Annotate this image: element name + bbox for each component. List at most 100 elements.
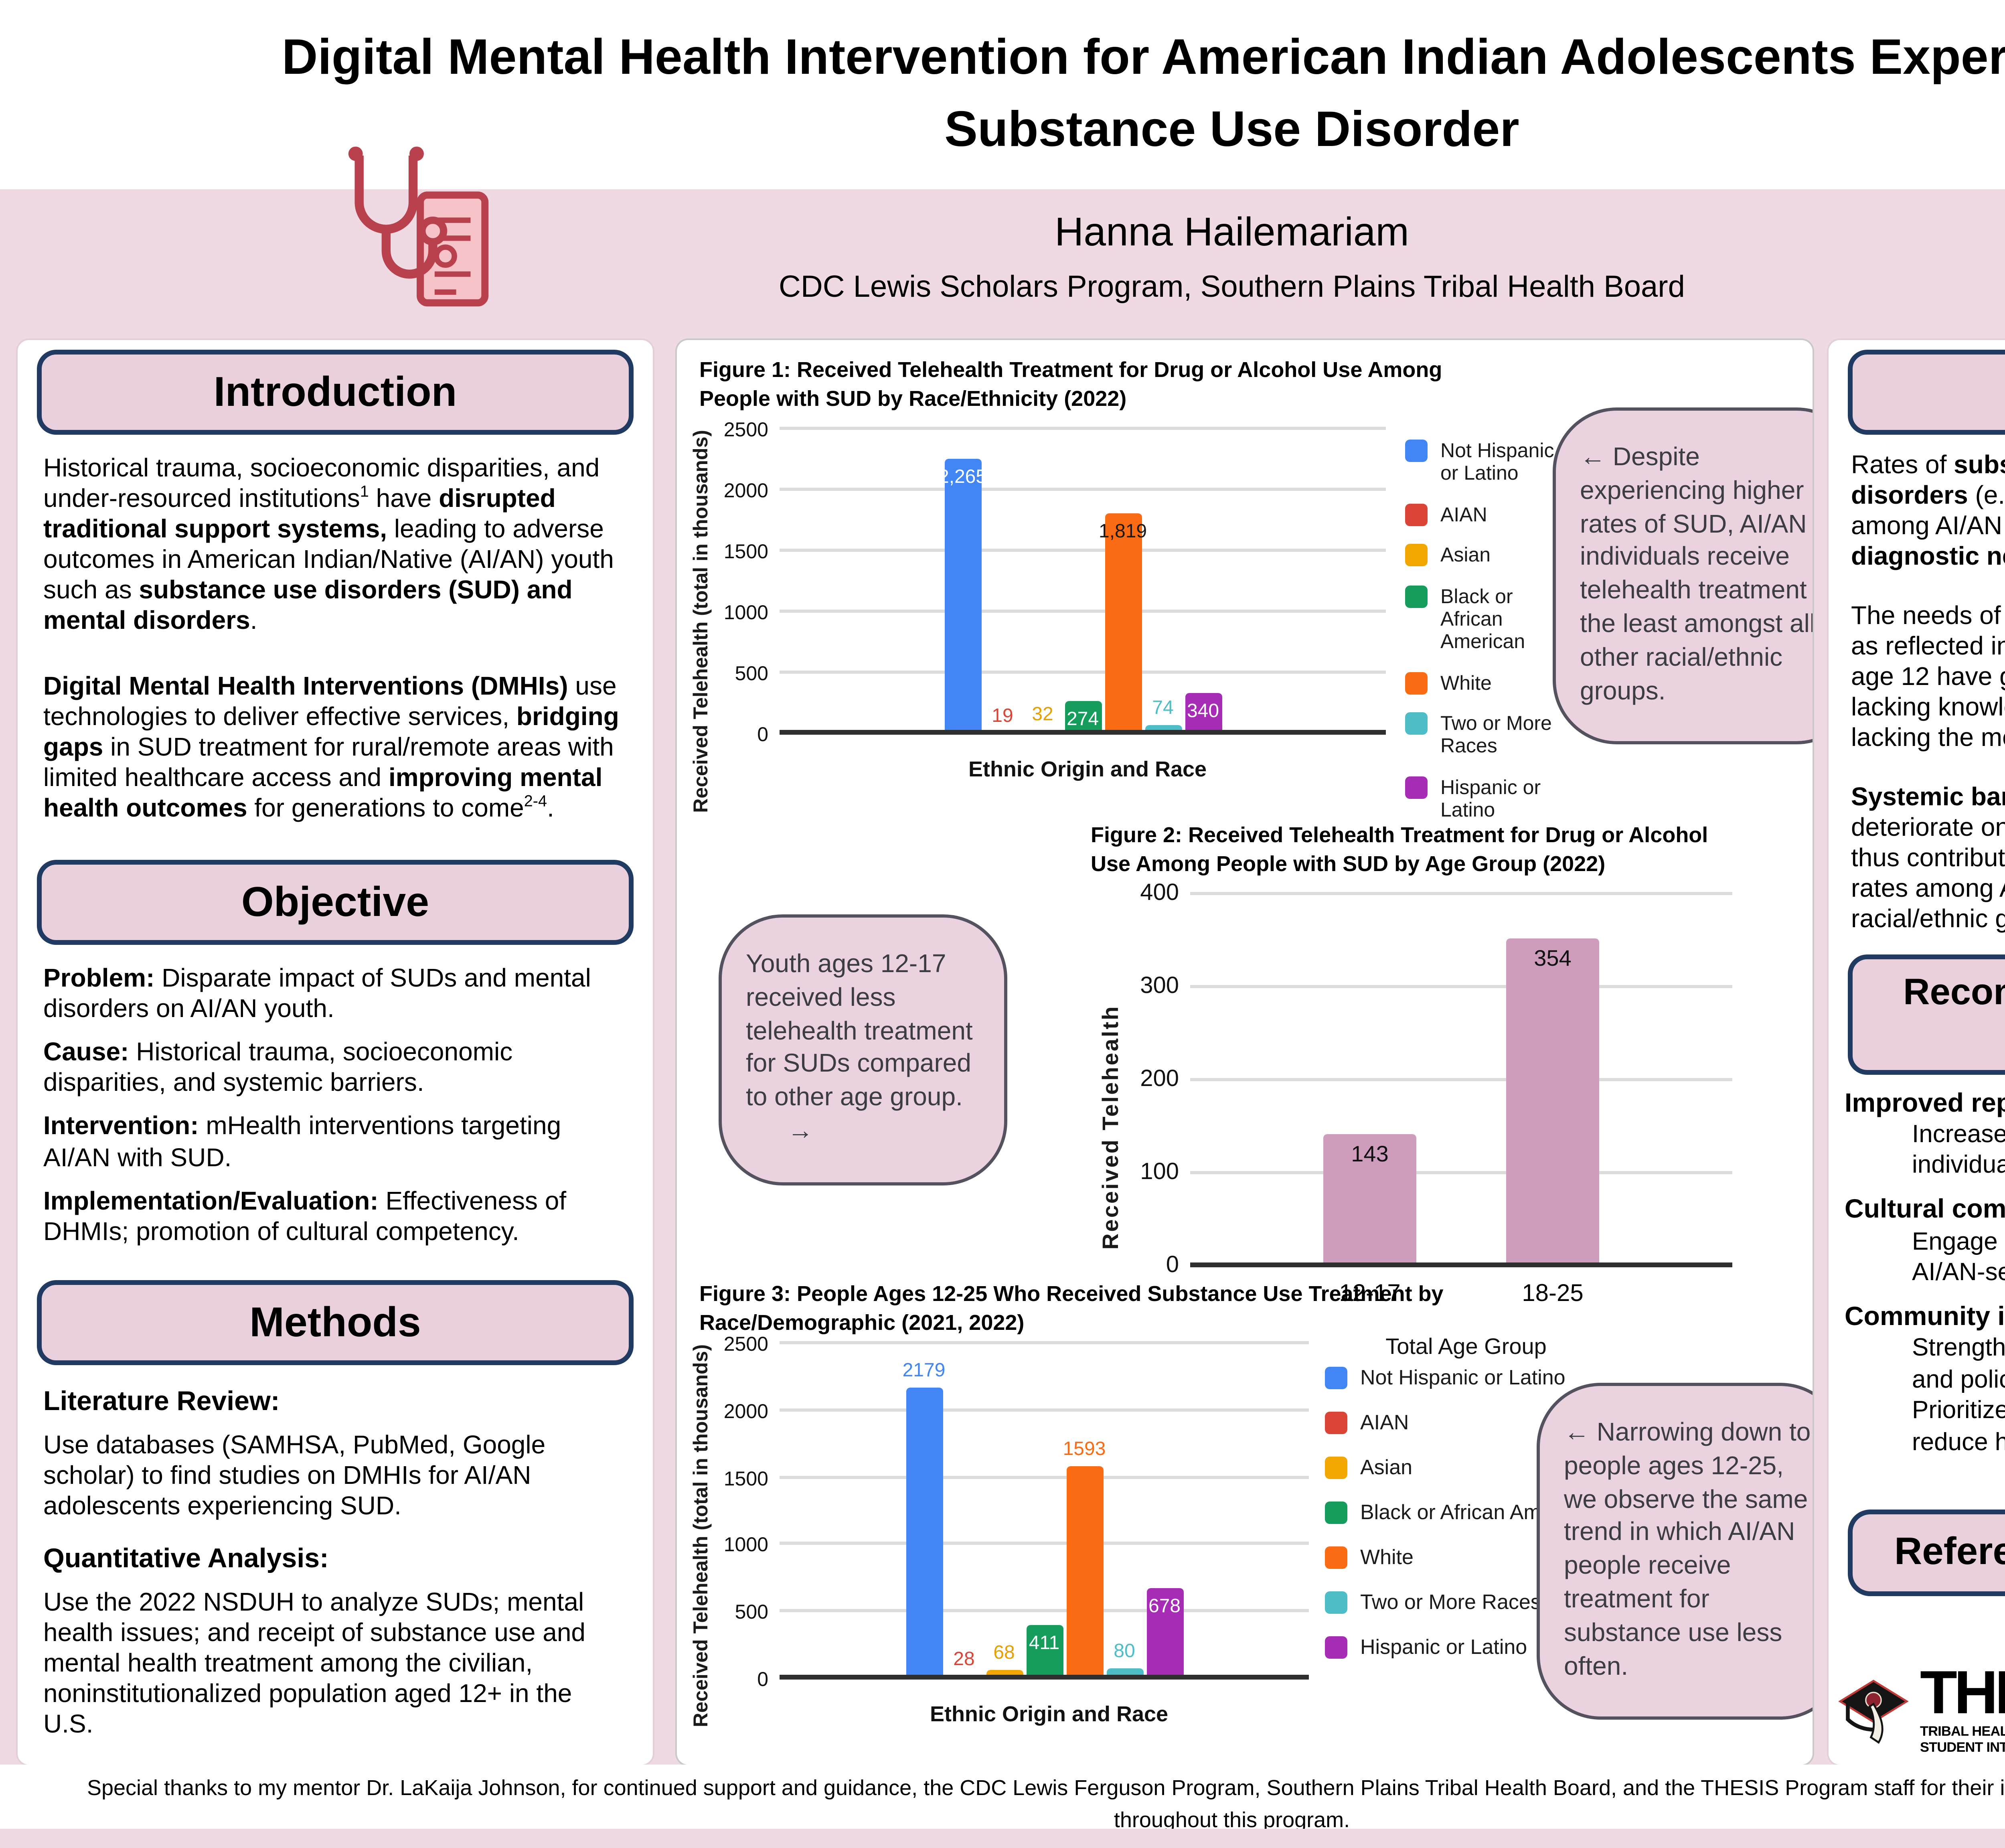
legend-item: Hispanic or Latino	[1325, 1634, 1633, 1660]
bar-value-label: 143	[1351, 1141, 1389, 1167]
y-tick-label: 500	[735, 663, 768, 685]
legend-item: Asian	[1325, 1455, 1633, 1481]
y-tick-label: 2000	[723, 1400, 768, 1423]
legend-swatch	[1325, 1456, 1347, 1479]
legend-label: Two or More Races	[1360, 1589, 1541, 1613]
fig3-legend: Not Hispanic or Latino AIAN Asian Black or …	[1325, 1365, 1633, 1680]
plot-area: 0 500 1000 1500 2000 2500 2,265 19 32 274 1,819 74 3…	[724, 419, 1386, 746]
masthead: Digital Mental Health Intervention for A…	[0, 0, 2005, 334]
rec-block-data-collection: Improved representation in data collecti…	[1845, 1087, 2005, 1181]
rec-block-community-integration: Community integration: Strengthen ties a…	[1845, 1301, 2005, 1458]
card-middle: Figure 1: Received Telehealth Treatment …	[675, 338, 1814, 1766]
gridline	[1190, 985, 1732, 988]
legend-swatch	[1405, 544, 1428, 567]
fig2-title: Figure 2: Received Telehealth Treatment …	[1091, 823, 1708, 875]
legend-item: White	[1405, 671, 1575, 695]
x-axis-label: Ethnic Origin and Race	[968, 757, 1207, 781]
gridline	[780, 730, 1386, 735]
legend-item: Asian	[1405, 544, 1575, 567]
legend-swatch	[1405, 776, 1428, 798]
methods-heading-pill: Methods	[37, 1279, 634, 1365]
bottom-strip	[0, 1829, 2005, 1848]
x-category-labels: 12-17 18-25	[1339, 1280, 1584, 1307]
quantitative-analysis-text: Use the 2022 NSDUH to analyze SUDs; ment…	[43, 1589, 585, 1739]
author-name: Hanna Hailemariam	[1055, 210, 1409, 255]
legend-swatch	[1405, 585, 1428, 607]
legend-swatch	[1325, 1635, 1347, 1658]
bar-value-label: 411	[1029, 1631, 1060, 1653]
fig1-legend: Not Hispanic or Latino AIAN Asian Black or …	[1405, 440, 1575, 840]
literature-review-heading: Literature Review:	[43, 1385, 280, 1416]
gridline	[1190, 1262, 1732, 1267]
bar-hispanic-or-latino: 340	[1185, 693, 1221, 735]
callout-fig2: Youth ages 12-17 received less telehealt…	[719, 914, 1007, 1185]
rec-head-data-collection: Improved representation in data collecti…	[1845, 1088, 2005, 1118]
logos-row: THESIS TRIBAL HEALTH EXPERIENTIAL STUDEN…	[1835, 1657, 2005, 1765]
objective-heading-pill: Objective	[37, 860, 634, 946]
x-axis-label: Total Age Group	[1385, 1333, 1547, 1359]
bar-value-label: 80	[1114, 1640, 1135, 1663]
bar-value-label: 1,819	[1098, 519, 1147, 542]
fig3-chart: Received Telehealth (total in thousands)…	[690, 1333, 1318, 1727]
legend-label: Not Hispanic or Latino	[1360, 1365, 1566, 1389]
bar-value-label: 2,265	[938, 465, 987, 488]
legend-item: Two or More Races	[1405, 712, 1575, 758]
rec-line: Increased sample sizes to include more A…	[1912, 1121, 2005, 1179]
legend-item: Not Hispanic or Latino	[1325, 1365, 1633, 1391]
bar-value-label: 68	[993, 1641, 1015, 1664]
gridline	[780, 1542, 1309, 1546]
callout-fig1: ← Despite experiencing higher rates of S…	[1553, 407, 1813, 745]
rec-block-cultural-competency: Cultural competency: Engage communities …	[1845, 1194, 2005, 1289]
legend-label: Hispanic or Latino	[1440, 776, 1541, 822]
y-axis-label: Received Telehealth (total in thousands)	[690, 430, 712, 813]
bar-white: 1,819	[1099, 513, 1147, 735]
footer-acknowledgment: Special thanks to my mentor Dr. LaKaija …	[87, 1776, 2005, 1832]
stethoscope-document-icon	[348, 146, 489, 307]
gridline	[1190, 1171, 1732, 1174]
reference-button: Reference →	[1848, 1509, 2005, 1596]
rec-head-cultural-competency: Cultural competency:	[1845, 1196, 2005, 1225]
fig3-title: Figure 3: People Ages 12-25 Who Received…	[699, 1282, 1444, 1334]
callout-fig2-text: Youth ages 12-17 received less telehealt…	[746, 951, 973, 1112]
bar-black-or-african-american: 411	[1026, 1624, 1063, 1680]
legend-swatch	[1325, 1367, 1347, 1389]
fig1-title: Figure 1: Received Telehealth Treatment …	[699, 358, 1442, 410]
intro-paragraph-1: Historical trauma, socioeconomic dispari…	[43, 456, 614, 636]
y-tick-label: 0	[757, 723, 768, 746]
legend-swatch	[1325, 1501, 1347, 1524]
main-content: Introduction Historical trauma, socioeco…	[0, 334, 2005, 1771]
bar-value-label: 2179	[902, 1358, 946, 1381]
y-tick-label: 0	[757, 1668, 768, 1691]
legend-item: AIAN	[1405, 503, 1575, 527]
legend-swatch	[1325, 1411, 1347, 1434]
gridline	[780, 671, 1386, 674]
legend-label: Asian	[1360, 1455, 1413, 1479]
legend-label: Not Hispanic or Latino	[1440, 440, 1554, 485]
y-tick-label: 300	[1140, 974, 1179, 999]
bar-value-label: 28	[953, 1647, 975, 1670]
y-tick-label: 0	[1166, 1253, 1179, 1279]
plot-area: 0 100 200 300 400 143 354	[1140, 881, 1732, 1279]
fig2-chart: Received Telehealth 0 100 200 300 400 143 354 12…	[1097, 881, 1742, 1359]
legend-item: AIAN	[1325, 1410, 1633, 1436]
gridline	[780, 549, 1386, 552]
legend-swatch	[1405, 440, 1428, 462]
legend-label: White	[1360, 1544, 1414, 1568]
thesis-subtitle: TRIBAL HEALTH EXPERIENTIAL STUDENT INTER…	[1920, 1724, 2005, 1755]
bar-black-or-african-american: 274	[1064, 701, 1101, 735]
callout-fig3: ← Narrowing down to people ages 12-25, w…	[1537, 1383, 1813, 1720]
legend-swatch	[1325, 1591, 1347, 1613]
bar-value-label: 74	[1152, 697, 1174, 719]
graduation-cap-icon	[1838, 1679, 1909, 1743]
legend-label: Hispanic or Latino	[1360, 1634, 1527, 1658]
y-tick-label: 2000	[723, 480, 768, 502]
bar-value-label: 1593	[1063, 1437, 1106, 1460]
thesis-subtitle-line1: TRIBAL HEALTH EXPERIENTIAL	[1920, 1723, 2005, 1739]
rec-line: Prioritize policies to fund support serv…	[1912, 1397, 2005, 1456]
reference-row: Reference →	[1848, 1471, 2005, 1644]
thesis-wordmark: THESIS TRIBAL HEALTH EXPERIENTIAL STUDEN…	[1920, 1663, 2005, 1755]
legend-label: Asian	[1440, 544, 1491, 567]
legend-swatch	[1405, 503, 1428, 526]
rec-line: Strengthen ties among leaders, researche…	[1912, 1335, 2005, 1394]
objective-item-intervention: Intervention: mHealth interventions targ…	[43, 1114, 561, 1172]
